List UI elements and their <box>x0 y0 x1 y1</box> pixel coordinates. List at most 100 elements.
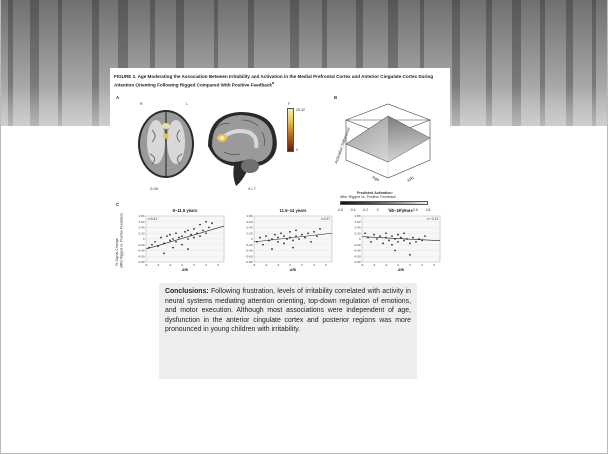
data-point <box>319 228 321 230</box>
y-tick-label: -0.20 <box>246 243 253 247</box>
y-tick-label: 0.60 <box>247 220 253 224</box>
ylabel-line-2: (After Rigged vs. Positive Feedback) <box>120 213 124 268</box>
y-tick-label: -0.60 <box>246 254 253 258</box>
tree-trunk <box>176 0 184 126</box>
data-point <box>289 230 291 233</box>
data-point <box>187 238 189 240</box>
y-tick-label: 0.40 <box>355 226 361 230</box>
orientation-left-label: L <box>186 102 188 106</box>
data-point <box>409 253 411 256</box>
f-colorbar <box>287 108 294 152</box>
data-point <box>280 232 282 235</box>
tree-trunk <box>388 0 398 126</box>
data-point <box>412 236 414 239</box>
conclusions-box: Conclusions: Following frustration, leve… <box>159 283 417 379</box>
y-tick-label: -0.20 <box>138 243 145 247</box>
data-point <box>376 238 378 240</box>
y-tick-label: 0.40 <box>139 226 145 230</box>
correlation-annotation: r=0.27 <box>321 217 330 221</box>
conclusions-lead: Conclusions: <box>165 288 209 295</box>
surface-plot: Activation Difference Age ARI <box>333 103 431 183</box>
data-point <box>160 236 162 239</box>
data-point <box>178 236 180 239</box>
y-tick-label: -0.80 <box>246 260 253 264</box>
regression-line <box>145 225 225 250</box>
data-point <box>172 246 174 249</box>
data-point <box>397 233 399 236</box>
y-tick-label: -0.40 <box>354 249 361 253</box>
data-point <box>364 232 366 235</box>
data-point <box>295 235 297 238</box>
conclusions-paragraph: Conclusions: Following frustration, leve… <box>165 287 411 335</box>
data-point <box>169 233 171 236</box>
data-point <box>163 252 165 255</box>
ylabel-line-1: % Signal Change <box>115 238 119 266</box>
tree-trunk <box>8 0 13 126</box>
data-point <box>373 233 375 236</box>
brain-slices-image <box>138 110 277 186</box>
figure-title-text: FIGURE 2. Age Moderating the Association… <box>114 74 434 88</box>
panel-a-letter: A <box>116 95 120 100</box>
data-point <box>310 240 312 243</box>
panel-b-letter: B <box>334 95 338 100</box>
y-tick-label: 0.80 <box>355 214 361 218</box>
correlation-annotation: r=0.41 <box>148 217 157 221</box>
x-tick-label: 0 <box>397 263 399 267</box>
data-point <box>397 240 399 243</box>
legend-ticks: -0.6 -0.4 -0.2 0 0.2 0.4 0.6 0.8 <box>337 208 430 212</box>
data-point <box>271 248 273 250</box>
data-point <box>154 240 156 243</box>
y-tick-label: -0.80 <box>138 260 145 264</box>
legend-tick-label: 0.6 <box>413 208 418 212</box>
y-tick-label: 0.20 <box>139 231 145 235</box>
colorbar-max: 25.42 <box>296 108 305 112</box>
tree-trunk <box>92 0 99 126</box>
data-point <box>277 236 279 239</box>
data-point <box>265 235 267 238</box>
y-tick-label: 0.40 <box>247 226 253 230</box>
x-tick-label: -6 <box>145 263 148 267</box>
tree-trunk <box>566 0 573 126</box>
data-point <box>175 240 177 243</box>
data-point <box>391 243 393 246</box>
x-axis-label: ARI <box>182 268 188 272</box>
data-point <box>205 220 207 223</box>
tree-trunk <box>58 0 62 126</box>
y-tick-label: 0.20 <box>355 231 361 235</box>
axis-ari-label: ARI <box>406 175 415 183</box>
figure-title: FIGURE 2. Age Moderating the Association… <box>114 74 448 89</box>
tree-trunk <box>290 0 299 126</box>
x-tick-label: 4 <box>205 263 207 267</box>
data-point <box>292 239 294 242</box>
y-tick-label: 0 <box>251 237 253 241</box>
conclusions-text: Following frustration, levels of irritab… <box>165 288 411 334</box>
frame-left-edge <box>0 0 1 454</box>
x-tick-label: 6 <box>217 263 219 267</box>
x-tick-label: 4 <box>421 263 423 267</box>
x-tick-label: 0 <box>181 263 183 267</box>
data-point <box>181 243 183 246</box>
data-point <box>301 233 303 236</box>
data-point <box>313 230 315 233</box>
x-tick-label: 2 <box>409 263 411 267</box>
y-tick-label: 0 <box>359 237 361 241</box>
data-point <box>166 235 168 238</box>
data-point <box>169 239 171 242</box>
data-point <box>181 235 183 238</box>
x-axis-label: ARI <box>290 268 296 272</box>
data-point <box>385 232 387 235</box>
slice-z-label: Z=26 <box>150 187 159 191</box>
scatter-title: 11.5–14 years <box>279 208 307 213</box>
data-point <box>382 242 384 245</box>
legend-tick-label: -0.2 <box>362 208 368 212</box>
x-tick-label: -4 <box>265 263 268 267</box>
data-point <box>298 238 300 240</box>
x-tick-label: 4 <box>313 263 315 267</box>
scatter-14-18-years: 14–18 years0.800.600.400.200-0.20-0.40-0… <box>354 208 441 272</box>
tree-trunk <box>356 0 363 126</box>
scatter-title: 8–11.5 years <box>173 208 198 213</box>
x-tick-label: -4 <box>373 263 376 267</box>
data-point <box>205 232 207 235</box>
y-tick-label: -0.60 <box>138 254 145 258</box>
slice-x-label: X=-7 <box>248 187 256 191</box>
